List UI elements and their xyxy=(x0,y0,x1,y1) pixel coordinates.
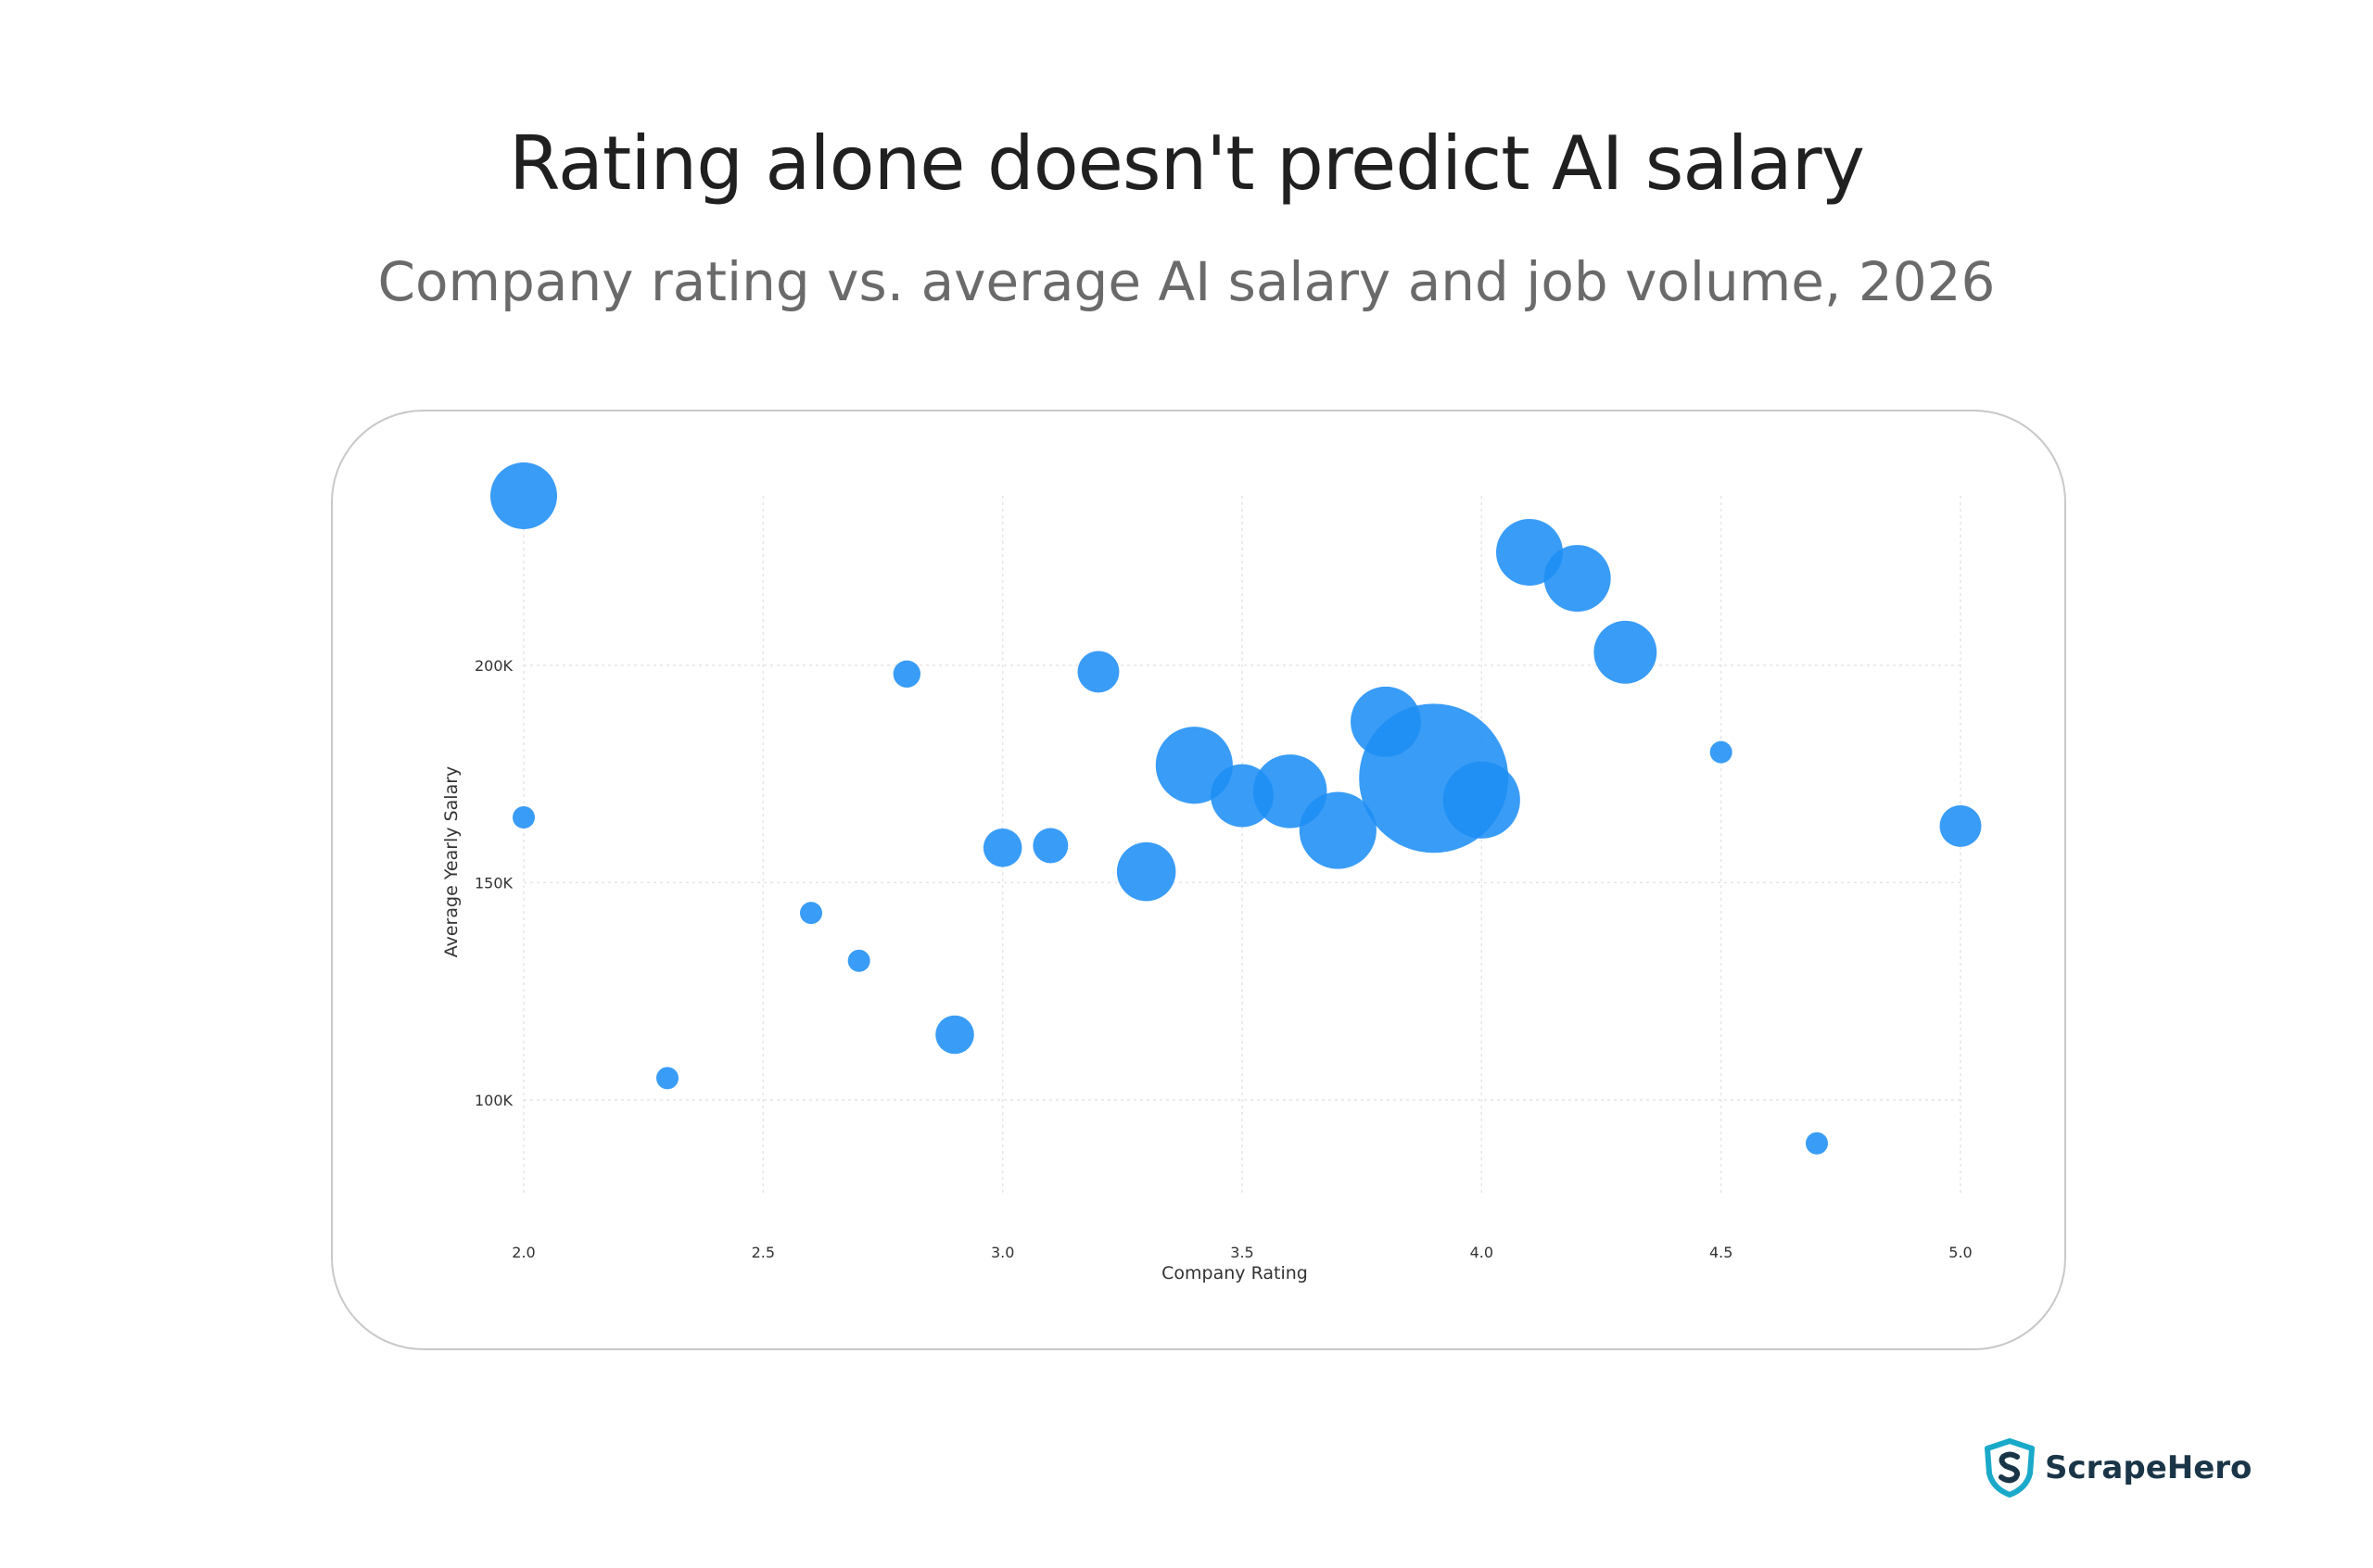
x-axis-label: Company Rating xyxy=(1161,1263,1308,1283)
data-bubble[interactable] xyxy=(513,806,535,829)
x-tick-label: 4.0 xyxy=(1470,1244,1493,1261)
data-bubble[interactable] xyxy=(935,1015,974,1055)
x-tick-label: 2.0 xyxy=(512,1244,535,1261)
chart-card xyxy=(331,410,2066,1350)
x-tick-label: 4.5 xyxy=(1709,1244,1732,1261)
y-tick-label: 100K xyxy=(475,1092,514,1109)
brand-name: ScrapeHero xyxy=(2045,1449,2252,1486)
shield-s-logo-icon xyxy=(1985,1438,2035,1498)
data-bubble[interactable] xyxy=(893,660,921,688)
bubble-layer xyxy=(490,462,1982,1155)
data-bubble[interactable] xyxy=(1442,761,1520,839)
data-bubble[interactable] xyxy=(1299,791,1377,869)
data-bubble[interactable] xyxy=(490,462,557,529)
y-tick-label: 150K xyxy=(475,874,514,891)
grid-layer xyxy=(523,496,1961,1195)
axis-layer: Company Rating Average Yearly Salary 2.0… xyxy=(441,657,1973,1283)
data-bubble[interactable] xyxy=(1543,545,1611,613)
x-tick-label: 3.0 xyxy=(991,1244,1014,1261)
data-bubble[interactable] xyxy=(983,828,1022,867)
data-bubble[interactable] xyxy=(1709,740,1732,764)
data-bubble[interactable] xyxy=(1806,1132,1828,1155)
data-bubble[interactable] xyxy=(1077,651,1120,693)
x-tick-label: 5.0 xyxy=(1948,1244,1972,1261)
y-tick-label: 200K xyxy=(475,657,514,675)
data-bubble[interactable] xyxy=(1033,828,1069,864)
x-tick-label: 2.5 xyxy=(752,1244,775,1261)
x-tick-label: 3.5 xyxy=(1230,1244,1253,1261)
data-bubble[interactable] xyxy=(1593,620,1657,684)
brand-logo: ScrapeHero xyxy=(1984,1438,2252,1498)
y-axis-label: Average Yearly Salary xyxy=(441,766,462,958)
data-bubble[interactable] xyxy=(847,949,870,972)
chart-subtitle: Company rating vs. average AI salary and… xyxy=(377,250,1996,313)
chart-title: Rating alone doesn't predict AI salary xyxy=(509,120,1865,207)
data-bubble[interactable] xyxy=(1939,804,1982,847)
data-bubble[interactable] xyxy=(656,1067,679,1090)
data-bubble[interactable] xyxy=(1116,841,1176,902)
data-bubble[interactable] xyxy=(800,902,822,925)
